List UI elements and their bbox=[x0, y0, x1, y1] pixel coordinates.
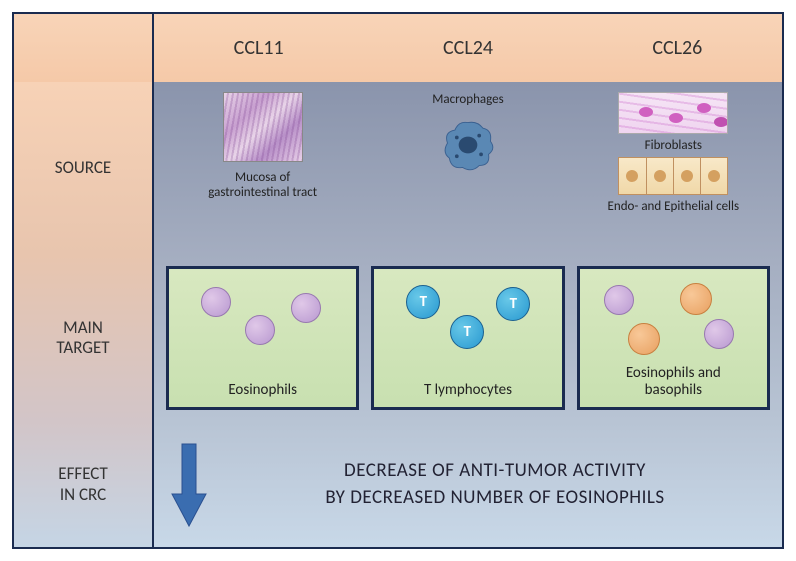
row-labels: SOURCE MAIN TARGET EFFECT IN CRC bbox=[14, 82, 154, 547]
target-ccl11: Eosinophils bbox=[166, 266, 359, 410]
ccl-diagram: CCL11 CCL24 CCL26 SOURCE MAIN TARGET EFF… bbox=[12, 12, 784, 549]
source-ccl26: Fibroblasts Endo- and Epithelial cells bbox=[571, 92, 776, 250]
eosinophil-icon bbox=[704, 319, 734, 349]
target-ccl26: Eosinophils and basophils bbox=[577, 266, 770, 410]
source-ccl26-label-bottom: Endo- and Epithelial cells bbox=[608, 199, 740, 214]
fibroblast-icon bbox=[618, 92, 728, 134]
header-ccl24: CCL24 bbox=[363, 14, 572, 82]
source-ccl26-label-top: Fibroblasts bbox=[645, 138, 702, 153]
source-ccl24-label: Macrophages bbox=[432, 92, 503, 107]
basophil-icon bbox=[680, 283, 712, 315]
effect-row: DECREASE OF ANTI-TUMOR ACTIVITY BY DECRE… bbox=[154, 422, 782, 547]
tcell-icon: T bbox=[406, 285, 440, 319]
basophil-icon bbox=[628, 323, 660, 355]
target-ccl24-label: T lymphocytes bbox=[424, 382, 512, 399]
tcell-icon: T bbox=[496, 287, 530, 321]
row-label-source: SOURCE bbox=[14, 82, 152, 254]
target-ccl24: T T T T lymphocytes bbox=[371, 266, 564, 410]
header-ccl26: CCL26 bbox=[573, 14, 782, 82]
target-row: Eosinophils T T T T lymphocytes bbox=[154, 254, 782, 422]
eosinophil-icon bbox=[245, 315, 275, 345]
histology-icon bbox=[223, 92, 303, 162]
epithelial-icon bbox=[618, 157, 728, 195]
header-left-spacer bbox=[14, 14, 154, 82]
arrow-down-icon bbox=[170, 440, 208, 530]
header-row: CCL11 CCL24 CCL26 bbox=[14, 14, 782, 82]
target-ccl26-label: Eosinophils and basophils bbox=[626, 365, 721, 400]
source-ccl11: Mucosa of gastrointestinal tract bbox=[160, 92, 365, 250]
source-ccl11-label: Mucosa of gastrointestinal tract bbox=[208, 170, 317, 200]
target-ccl11-label: Eosinophils bbox=[228, 382, 297, 399]
row-label-effect: EFFECT IN CRC bbox=[14, 422, 152, 547]
tcell-icon: T bbox=[450, 315, 484, 349]
eosinophil-icon bbox=[291, 293, 321, 323]
header-ccl11: CCL11 bbox=[154, 14, 363, 82]
source-row: Mucosa of gastrointestinal tract Macroph… bbox=[154, 82, 782, 254]
effect-text: DECREASE OF ANTI-TUMOR ACTIVITY BY DECRE… bbox=[224, 458, 766, 511]
macrophage-icon bbox=[440, 117, 496, 173]
source-ccl24: Macrophages bbox=[365, 92, 570, 250]
eosinophil-icon bbox=[604, 285, 634, 315]
row-label-target: MAIN TARGET bbox=[14, 254, 152, 422]
eosinophil-icon bbox=[201, 287, 231, 317]
